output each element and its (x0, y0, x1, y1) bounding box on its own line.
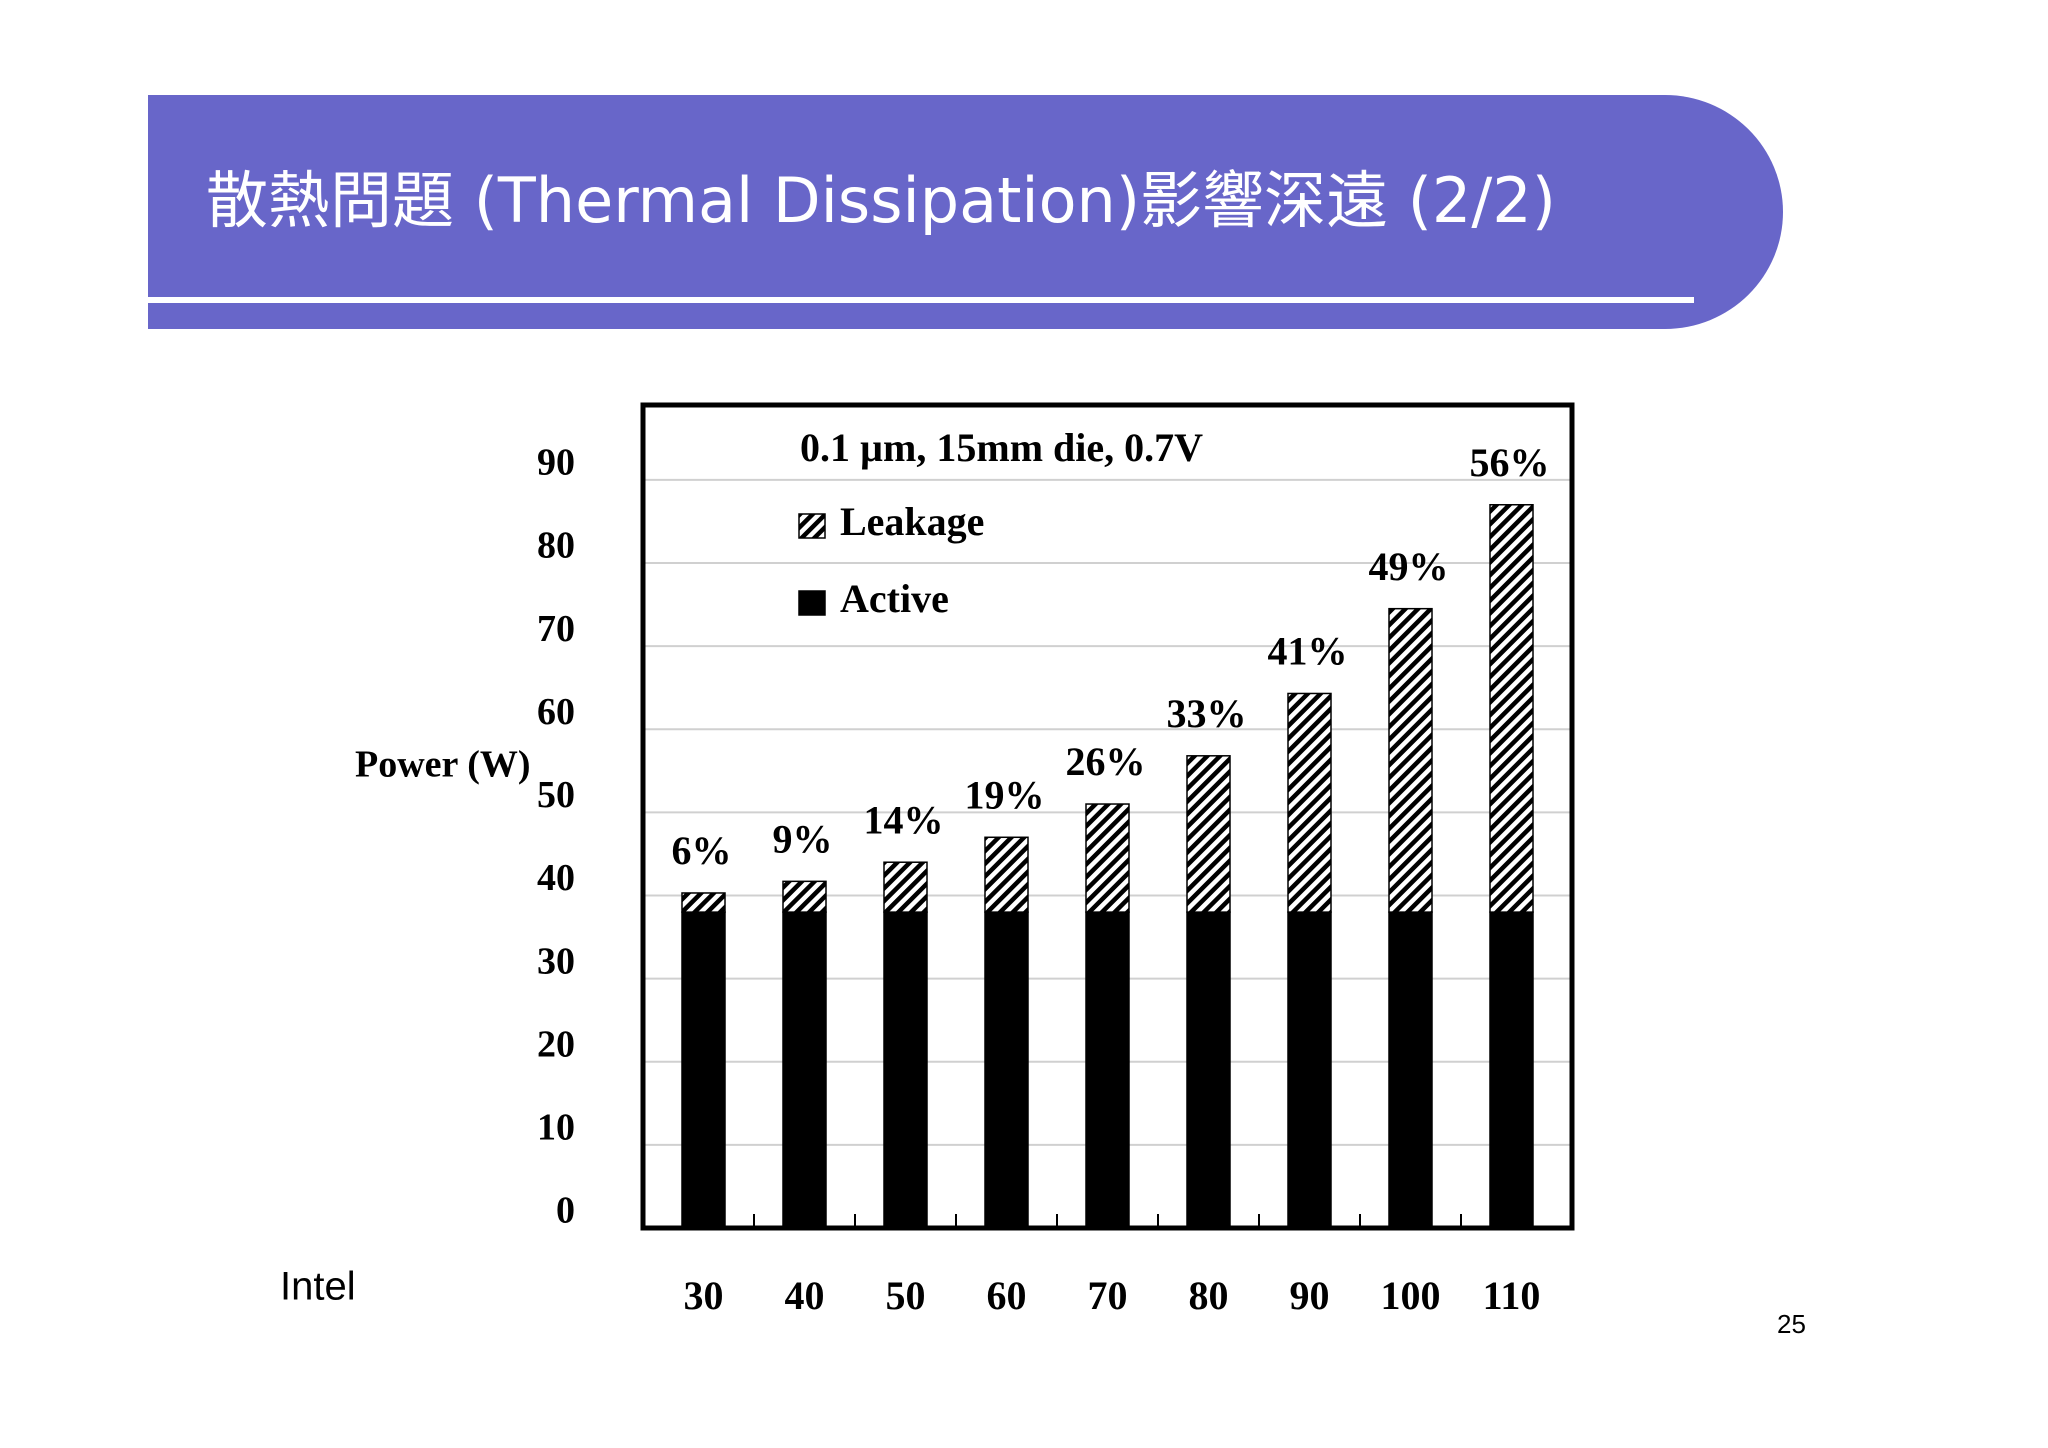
bar-segment (782, 911, 827, 1229)
bar-segment (681, 911, 726, 1229)
title-rule (148, 297, 1694, 303)
y-tick-label: 90 (537, 442, 575, 484)
bar-segment (782, 880, 827, 913)
legend-label: Active (840, 576, 949, 621)
bar-segment (1287, 911, 1332, 1229)
share-label: 33% (1167, 691, 1247, 736)
slide-title: 散熱問題 (Thermal Dissipation)影響深遠 (2/2) (206, 164, 1556, 237)
x-tick-label: 50 (886, 1273, 926, 1318)
share-label: 41% (1268, 629, 1348, 674)
y-tick-label: 40 (537, 857, 575, 899)
share-label: 56% (1470, 440, 1550, 485)
y-tick-label: 80 (537, 525, 575, 567)
legend-swatch (798, 513, 826, 539)
x-tick-label: 60 (987, 1273, 1027, 1318)
x-tick-label: 30 (684, 1273, 724, 1318)
legend-label: Leakage (840, 499, 984, 544)
chart-title: 0.1 µm, 15mm die, 0.7V (800, 425, 1203, 470)
bar-segment (1287, 692, 1332, 913)
bar-segment (984, 911, 1029, 1229)
bar-segment (1388, 911, 1433, 1229)
bar-segment (681, 892, 726, 913)
chart: Power (W) 0.1 µm, 15mm die, 0.7V 0 10 20 30… (355, 402, 1575, 1318)
share-label: 19% (965, 772, 1045, 817)
share-label: 9% (773, 817, 833, 862)
x-tick-label: 110 (1483, 1273, 1541, 1318)
x-tick-label: 70 (1088, 1273, 1128, 1318)
x-tick-label: 80 (1189, 1273, 1229, 1318)
source: Intel (280, 1265, 356, 1309)
title-banner (148, 95, 1783, 329)
plot-frame (640, 402, 1575, 1231)
share-label: 6% (672, 828, 732, 873)
x-tick-label: 40 (785, 1273, 825, 1318)
bar-segment (1085, 911, 1130, 1229)
y-tick-label: 30 (537, 940, 575, 982)
y-tick-label: 70 (537, 608, 575, 650)
bar-segment (1388, 607, 1433, 913)
y-tick-label: 0 (556, 1190, 575, 1232)
y-tick-label: 50 (537, 774, 575, 816)
bar-segment (1085, 803, 1130, 913)
share-label: 49% (1369, 544, 1449, 589)
share-label: 26% (1066, 739, 1146, 784)
bar-segment (1489, 504, 1534, 913)
bar-segment (1186, 911, 1231, 1229)
share-label: 14% (864, 797, 944, 842)
legend-swatch (798, 590, 826, 616)
bar-segment (984, 836, 1029, 913)
x-tick-label: 100 (1381, 1273, 1441, 1318)
y-tick-label: 10 (537, 1107, 575, 1149)
page-number: 25 (1777, 1309, 1806, 1339)
bar-segment (1489, 911, 1534, 1229)
y-axis-label: Power (W) (355, 744, 531, 786)
bar-segment (883, 861, 928, 913)
y-tick-label: 60 (537, 691, 575, 733)
y-tick-label: 20 (537, 1023, 575, 1065)
x-tick-label: 90 (1290, 1273, 1330, 1318)
bar-segment (1186, 755, 1231, 913)
bar-segment (883, 911, 928, 1229)
